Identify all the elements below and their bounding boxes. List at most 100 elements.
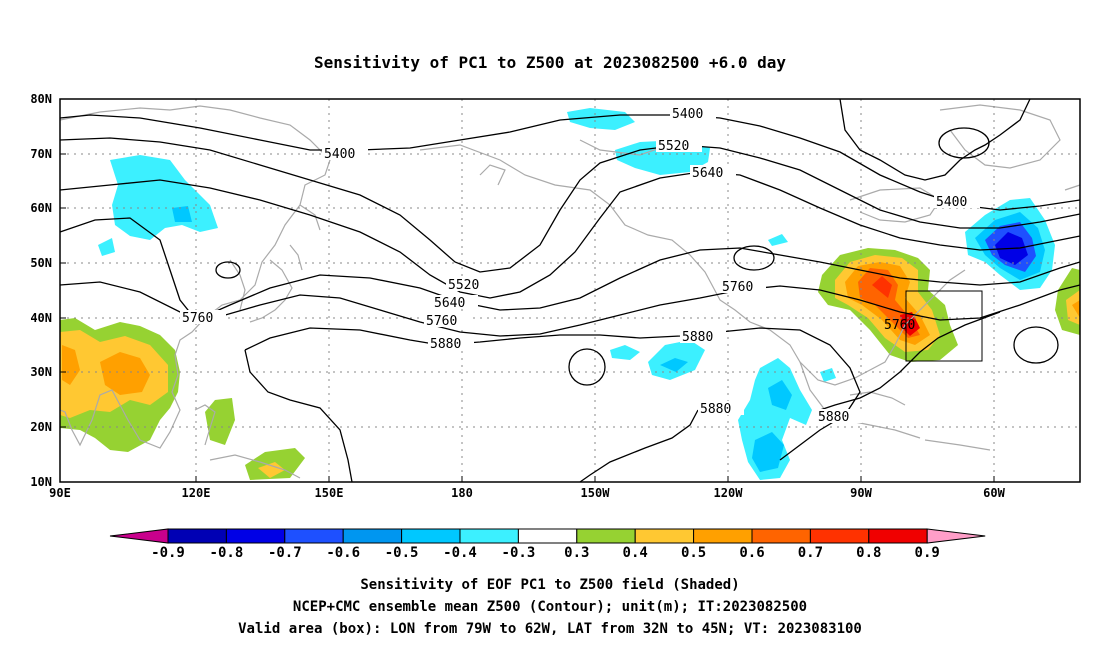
contour-label-bg-4	[656, 138, 702, 152]
colorbar-segment	[401, 528, 461, 544]
shade-east-atl-orange	[1072, 300, 1080, 318]
shade-siberia-core	[172, 206, 192, 222]
shade-mexico-core-1	[752, 432, 784, 472]
contour-label-7: 5640	[434, 296, 465, 311]
contour-label-bg-8	[180, 310, 226, 324]
contour-label-12: 5880	[430, 337, 461, 352]
shade-wpac-yellow	[258, 462, 285, 478]
contour-label-2: 5400	[672, 107, 703, 122]
contour-label-1: 5400	[324, 147, 355, 162]
contour-label-15: 5880	[818, 410, 849, 425]
shade-asia-orange-2	[100, 352, 150, 395]
footer-line-2: NCEP+CMC ensemble mean Z500 (Contour); u…	[293, 599, 807, 615]
coast-sakhalin	[289, 244, 303, 271]
contour-label-bg-2	[670, 106, 716, 120]
map-panel: 5400 5400 5400 5520 5520 5640 5640 5760 …	[30, 92, 1081, 500]
lat-labels: 80N 70N 60N 50N 40N 30N 20N 10N	[30, 92, 52, 489]
coast-japan	[249, 259, 293, 323]
contour-label-3: 5400	[936, 195, 967, 210]
footer: Sensitivity of EOF PC1 to Z500 field (Sh…	[238, 577, 862, 637]
contour-closed-canada	[733, 245, 775, 271]
contour-label-14: 5880	[700, 402, 731, 417]
colorbar-segment	[517, 528, 578, 544]
map-frame	[59, 98, 1081, 483]
contour-closed-atlantic	[1013, 326, 1059, 364]
graticule	[60, 99, 1080, 482]
lat-label-10n: 10N	[30, 475, 52, 489]
lon-label-120w: 120W	[714, 486, 744, 500]
contour-5520	[59, 137, 1081, 273]
colorbar-tick-label: -0.7	[268, 545, 302, 561]
contour-closed-asia	[215, 261, 241, 279]
coast-europe	[1064, 184, 1081, 191]
colorbar: -0.9 -0.8 -0.7 -0.6 -0.5 -0.4 -0.3 0.3 0.4 0.5 0.6…	[109, 528, 986, 561]
map-title: Sensitivity of PC1 to Z500 at 2023082500…	[314, 53, 786, 72]
colorbar-tick-label: 0.7	[798, 545, 823, 561]
contour-label-10: 5760	[722, 280, 753, 295]
contour-label-bg-3	[934, 194, 980, 208]
lat-label-70n: 70N	[30, 147, 52, 161]
contour-labels: 5400 5400 5400 5520 5520 5640 5640 5760 …	[180, 106, 980, 425]
contour-5880-e	[819, 311, 1001, 411]
colorbar-tick-label: -0.8	[210, 545, 244, 561]
contour-closed-pacific	[568, 348, 606, 386]
contour-5880-b	[244, 327, 861, 461]
contour-label-bg-15	[816, 409, 862, 423]
colorbar-segment	[576, 528, 636, 544]
shade-epac-2-core	[660, 358, 688, 372]
lat-label-60n: 60N	[30, 201, 52, 215]
lat-label-30n: 30N	[30, 365, 52, 379]
coast-alaska	[479, 164, 506, 186]
colorbar-tick-label: -0.6	[326, 545, 360, 561]
coast-cuba	[849, 391, 906, 406]
colorbar-segment	[868, 528, 928, 544]
contour-label-bg-14	[698, 401, 744, 415]
contour-label-4: 5520	[658, 139, 689, 154]
lon-label-180: 180	[451, 486, 473, 500]
coast-north-america	[419, 144, 966, 386]
coast-indonesia	[209, 454, 301, 479]
contour-label-8: 5760	[182, 311, 213, 326]
shade-east-atl-yellow	[1066, 290, 1080, 325]
colorbar-tick-label: 0.8	[856, 545, 881, 561]
colorbar-max-triangle	[926, 528, 986, 544]
contour-label-5: 5520	[448, 278, 479, 293]
coast-greenland	[939, 104, 1061, 169]
lat-label-50n: 50N	[30, 256, 52, 270]
axis-ticks	[60, 98, 995, 483]
shade-siberia-small	[98, 238, 115, 256]
lat-label-40n: 40N	[30, 311, 52, 325]
colorbar-segment	[167, 528, 227, 544]
lat-label-80n: 80N	[30, 92, 52, 106]
coast-philippines	[194, 404, 216, 446]
contour-label-bg-9	[424, 313, 470, 327]
contour-5880-c	[244, 349, 353, 483]
contour-5880-d	[579, 409, 699, 483]
colorbar-tick-label: -0.3	[502, 545, 536, 561]
contour-5880	[59, 281, 1081, 337]
colorbar-tick-label: -0.5	[385, 545, 419, 561]
contour-label-bg-12	[428, 336, 474, 350]
lon-label-60w: 60W	[983, 486, 1005, 500]
contour-label-11: 5760	[884, 318, 915, 333]
contour-label-13: 5880	[682, 330, 713, 345]
contour-5760	[59, 217, 1081, 321]
contour-label-bg-1	[322, 146, 368, 160]
colorbar-tick-label: -0.4	[443, 545, 477, 561]
lon-label-90e: 90E	[49, 486, 71, 500]
colorbar-tick-label: 0.5	[681, 545, 706, 561]
colorbar-segment	[284, 528, 344, 544]
colorbar-tick-label: 0.3	[564, 545, 589, 561]
shade-epac-1	[610, 345, 640, 360]
colorbar-segment	[225, 528, 286, 544]
contour-arctic-ridge	[839, 98, 1031, 181]
colorbar-tick-label: 0.6	[739, 545, 764, 561]
colorbar-tick-label: 0.9	[915, 545, 940, 561]
footer-line-1: Sensitivity of EOF PC1 to Z500 field (Sh…	[360, 577, 739, 593]
colorbar-tick-label: 0.4	[623, 545, 648, 561]
contour-5640	[59, 171, 1081, 299]
contour-label-bg-10	[720, 279, 766, 293]
coast-south-america	[924, 439, 991, 451]
